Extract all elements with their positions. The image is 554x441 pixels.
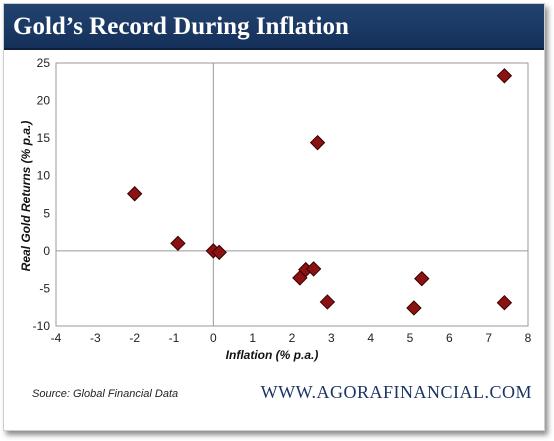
x-tick-label: -1 xyxy=(169,331,180,345)
x-tick-label: -3 xyxy=(90,331,101,345)
data-point xyxy=(305,261,322,277)
x-tick-label: 4 xyxy=(367,331,374,345)
axes xyxy=(55,62,529,327)
x-tick-label: 8 xyxy=(525,331,532,345)
plot-area-border xyxy=(55,62,529,327)
data-points xyxy=(126,68,513,316)
chart-frame xyxy=(3,3,545,431)
x-tick-label: 3 xyxy=(328,331,335,345)
x-axis-label: Inflation (% p.a.) xyxy=(226,348,319,362)
source-note: Source: Global Financial Data xyxy=(32,388,179,400)
data-point xyxy=(126,186,143,202)
data-point xyxy=(496,294,513,311)
data-point xyxy=(319,294,336,310)
y-tick-label: 10 xyxy=(37,169,51,183)
y-tick-label: 15 xyxy=(37,131,51,145)
x-tick-label: -4 xyxy=(51,331,62,345)
data-point xyxy=(170,235,186,252)
data-point xyxy=(211,244,227,261)
x-tick-label: 0 xyxy=(210,331,217,345)
data-point xyxy=(496,68,513,84)
x-tick-label: -2 xyxy=(129,331,140,345)
chart-title: Gold’s Record During Inflation xyxy=(13,13,349,40)
website-link[interactable]: WWW.AGORAFINANCIAL.COM xyxy=(260,382,532,402)
y-tick-label: -5 xyxy=(39,281,50,295)
y-tick-label: 25 xyxy=(37,56,51,70)
data-point xyxy=(406,300,422,316)
data-point xyxy=(414,270,430,287)
title-bar: Gold’s Record During Inflation xyxy=(4,4,544,50)
x-tick-label: 5 xyxy=(407,331,414,345)
x-tick-label: 2 xyxy=(289,331,296,345)
x-tick-label: 1 xyxy=(249,331,256,345)
x-tick-label: 6 xyxy=(446,331,453,345)
y-tick-label: 20 xyxy=(37,94,51,108)
y-tick-label: -10 xyxy=(33,319,51,333)
y-tick-label: 0 xyxy=(43,244,50,258)
y-tick-label: 5 xyxy=(43,206,50,220)
data-point xyxy=(309,134,326,151)
x-tick-label: 7 xyxy=(485,331,492,345)
y-axis-label: Real Gold Returns (% p.a.) xyxy=(19,121,33,272)
